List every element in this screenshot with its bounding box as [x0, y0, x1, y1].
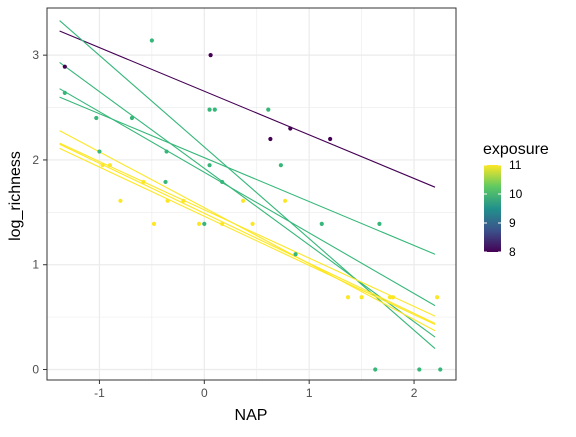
legend-colorbar: 8 9 10 11	[484, 158, 523, 259]
data-point	[266, 107, 271, 112]
data-point	[202, 221, 207, 226]
legend-tick-label: 10	[509, 187, 523, 201]
data-point	[164, 149, 169, 154]
legend-tick-label: 8	[509, 245, 516, 259]
fit-line	[59, 88, 436, 307]
fit-line	[59, 30, 436, 188]
data-point	[207, 107, 212, 112]
legend-tick-label: 11	[509, 158, 522, 172]
y-tick-label: 2	[32, 153, 39, 167]
data-point	[62, 90, 67, 95]
data-point	[435, 295, 440, 300]
x-axis-title: NAP	[235, 407, 268, 424]
x-tick-label: -1	[94, 386, 105, 400]
data-point	[118, 198, 123, 203]
x-tick-label: 1	[306, 386, 313, 400]
data-point	[390, 295, 396, 300]
data-point	[288, 126, 293, 131]
data-point	[94, 115, 99, 121]
data-point	[345, 295, 351, 300]
data-point	[165, 198, 170, 203]
data-point	[220, 221, 225, 226]
data-point	[207, 163, 212, 168]
data-point	[129, 115, 135, 121]
data-point	[181, 198, 186, 203]
plot-panel	[47, 8, 456, 380]
legend-title: exposure	[483, 141, 549, 158]
y-tick-label: 0	[32, 363, 39, 377]
data-point	[62, 64, 67, 69]
data-point	[220, 179, 225, 185]
data-point	[196, 221, 202, 226]
y-tick-label: 3	[32, 48, 39, 62]
data-point	[163, 179, 168, 185]
data-point	[97, 149, 102, 154]
data-point	[328, 136, 333, 142]
data-point	[149, 38, 154, 43]
fit-line	[59, 130, 436, 332]
data-point	[278, 163, 283, 168]
data-point	[293, 252, 298, 257]
data-point	[212, 107, 217, 112]
data-point	[151, 221, 157, 226]
data-points	[62, 38, 443, 372]
fit-line	[59, 96, 436, 255]
data-point	[107, 163, 113, 168]
x-tick-label: 2	[411, 386, 418, 400]
legend-tick-label: 9	[509, 216, 516, 230]
data-point	[359, 295, 364, 300]
data-point	[241, 198, 246, 203]
fit-line	[59, 143, 436, 324]
data-point	[438, 367, 443, 372]
data-point	[377, 221, 382, 226]
panel-border	[46, 7, 457, 381]
fit-line	[59, 147, 436, 325]
data-point	[141, 179, 146, 185]
x-tick-label: 0	[201, 386, 208, 400]
legend: exposure 8 9 10 11	[483, 141, 549, 259]
fit-line	[59, 62, 436, 338]
fit-line	[59, 142, 436, 317]
data-point	[417, 367, 422, 372]
data-point	[319, 221, 324, 226]
fit-lines	[59, 20, 436, 349]
data-point	[100, 163, 105, 168]
data-point	[373, 367, 378, 372]
y-axis-title: log_richness	[7, 151, 24, 241]
legend-colorbar-fill	[484, 165, 501, 252]
y-tick-label: 1	[32, 258, 39, 272]
data-point	[250, 221, 255, 226]
axes: -1 0 1 2 0 1 2 3	[32, 7, 457, 400]
data-point	[282, 198, 288, 203]
data-point	[268, 136, 273, 142]
data-point	[208, 53, 213, 58]
panel-background	[47, 8, 456, 380]
data-point	[387, 295, 393, 300]
